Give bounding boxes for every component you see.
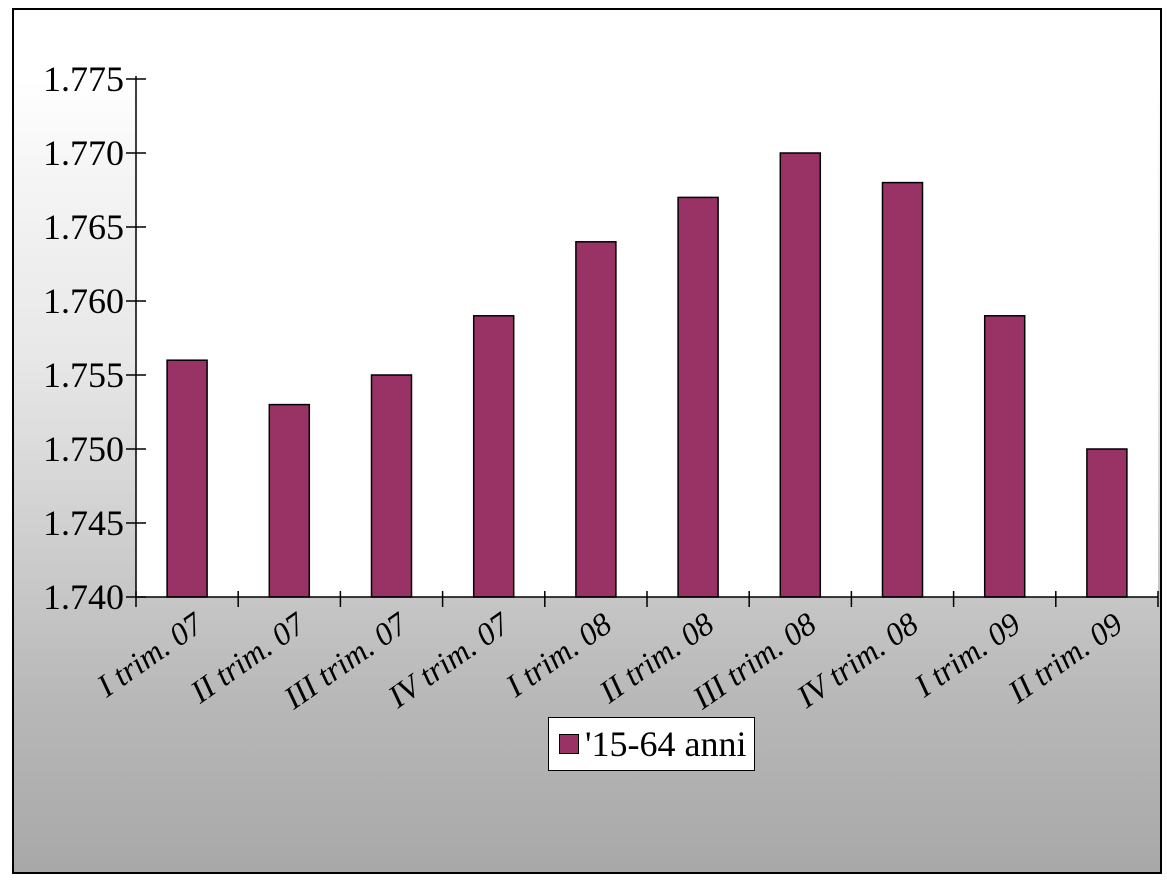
y-tick-label: 1.765 <box>43 207 124 247</box>
bar-7 <box>779 152 822 598</box>
bar-9 <box>983 315 1026 598</box>
bar-5 <box>575 241 617 598</box>
bar-3 <box>370 374 413 598</box>
legend: '15-64 anni <box>548 717 756 771</box>
legend-label: '15-64 anni <box>585 724 747 764</box>
bars-group <box>166 152 1128 598</box>
y-tick-label: 1.755 <box>43 355 124 395</box>
bar-10 <box>1086 448 1128 598</box>
y-tick-label: 1.745 <box>43 503 124 543</box>
bar-2 <box>268 403 311 598</box>
bar-6 <box>677 196 719 598</box>
bar-8 <box>881 181 924 598</box>
y-axis: 1.740 1.745 1.750 1.755 1.760 1.765 1.770 1.775 <box>43 59 146 617</box>
bar-4 <box>472 315 515 598</box>
y-tick-label: 1.740 <box>43 577 124 617</box>
y-tick-label: 1.775 <box>43 59 124 99</box>
y-tick-label: 1.770 <box>43 133 124 173</box>
legend-swatch <box>559 734 579 754</box>
bar-1 <box>166 359 208 598</box>
y-tick-label: 1.760 <box>43 281 124 321</box>
x-tick-label: II trim. 09 <box>1000 605 1128 710</box>
y-tick-label: 1.750 <box>43 429 124 469</box>
